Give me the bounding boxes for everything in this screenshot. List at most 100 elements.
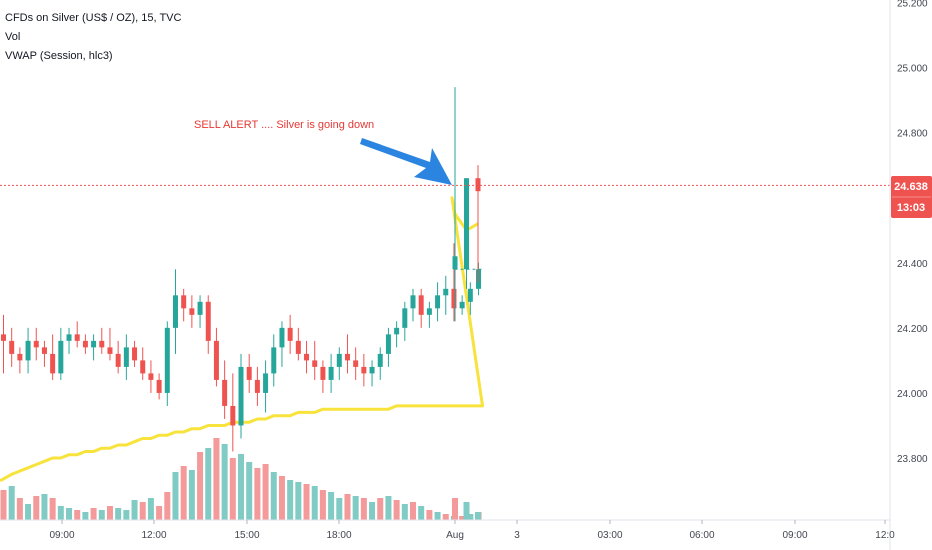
candle-body xyxy=(222,379,228,406)
candle-body xyxy=(123,347,129,367)
candle xyxy=(467,282,473,315)
time-axis-tick: 09:00 xyxy=(782,530,807,541)
candle-body xyxy=(410,295,416,309)
candle xyxy=(9,327,15,367)
candle-body xyxy=(435,295,441,309)
candle-body xyxy=(1,334,6,341)
candle xyxy=(172,269,178,354)
candle xyxy=(246,353,252,393)
candle-body xyxy=(451,288,457,309)
candle xyxy=(66,327,72,354)
volume-bar xyxy=(418,506,425,520)
legend-symbol: CFDs on Silver (US$ / OZ), 15, TVC xyxy=(5,12,182,24)
volume-bar xyxy=(16,498,23,520)
candle xyxy=(312,340,318,380)
candle xyxy=(443,275,449,315)
candle xyxy=(475,165,481,283)
volume-bar xyxy=(123,510,130,520)
candle xyxy=(254,366,260,406)
candle xyxy=(328,353,334,393)
candle xyxy=(435,282,441,322)
candle-layer xyxy=(1,87,482,452)
candle xyxy=(464,178,469,289)
volume-bar xyxy=(238,454,245,520)
candle-body xyxy=(25,340,31,361)
candle xyxy=(107,327,113,361)
last-price-value: 24.638 xyxy=(894,181,928,193)
volume-bar xyxy=(98,510,105,520)
volume-bar xyxy=(197,452,204,520)
candle xyxy=(222,360,228,419)
candle-body xyxy=(475,178,481,192)
candle-body xyxy=(66,334,72,341)
volume-bar xyxy=(393,500,400,520)
candle xyxy=(41,340,47,367)
candle xyxy=(181,288,187,322)
candle-body xyxy=(140,360,146,374)
candle xyxy=(426,301,432,328)
candle-body xyxy=(172,295,178,328)
time-axis-tick: 3 xyxy=(514,530,520,541)
plot-area[interactable] xyxy=(0,0,890,520)
candle xyxy=(189,295,195,328)
volume-bar xyxy=(336,498,343,520)
candle xyxy=(353,347,359,380)
volume-bar xyxy=(172,472,179,520)
vwap-layer xyxy=(0,196,484,483)
candle-body xyxy=(377,353,383,367)
legend-vwap: VWAP (Session, hlc3) xyxy=(5,50,113,62)
candle-body xyxy=(230,405,236,426)
sell-alert-annotation: SELL ALERT .... Silver is going down xyxy=(194,119,374,131)
price-axis[interactable] xyxy=(891,0,932,550)
candle xyxy=(361,353,367,387)
candle-body xyxy=(213,340,219,380)
candle-body xyxy=(115,353,121,367)
volume-bar xyxy=(311,486,318,520)
candle xyxy=(263,360,269,413)
candle xyxy=(82,334,88,354)
candle-body xyxy=(181,295,187,309)
volume-bar xyxy=(442,514,449,520)
price-axis-tick: 24.400 xyxy=(897,259,928,270)
volume-bar xyxy=(360,498,367,520)
volume-bar xyxy=(57,506,64,520)
volume-bar xyxy=(90,508,97,520)
candle-body xyxy=(320,366,326,380)
candle-body xyxy=(197,301,203,315)
candle xyxy=(1,314,6,374)
candle xyxy=(230,373,236,452)
candle xyxy=(164,321,170,406)
candle-body xyxy=(476,269,482,289)
volume-bar xyxy=(467,514,474,520)
volume-bar xyxy=(410,502,416,520)
sell-alert-arrow-icon xyxy=(360,138,452,185)
price-axis-tick: 24.200 xyxy=(897,324,928,335)
volume-bar xyxy=(213,438,220,520)
volume-bar xyxy=(147,498,154,520)
time-axis-labels[interactable]: 09:00 12:00 15:00 18:00 Aug 3 03:00 06:00 09:00 1… xyxy=(49,520,895,541)
candle-body xyxy=(443,288,449,296)
volume-bar xyxy=(156,506,163,520)
volume-bar xyxy=(25,504,32,520)
candle xyxy=(295,327,301,361)
candle-body xyxy=(107,347,113,354)
legend-volume: Vol xyxy=(5,31,20,43)
candle-body xyxy=(426,308,432,315)
candle-body xyxy=(189,308,195,315)
candle-body xyxy=(402,308,408,328)
volume-bar xyxy=(221,444,228,520)
time-axis-tick: 12:0 xyxy=(875,530,895,541)
candle xyxy=(287,314,293,354)
volume-bar xyxy=(262,464,269,520)
volume-bar xyxy=(319,490,326,520)
volume-bar xyxy=(188,470,195,520)
candle xyxy=(418,288,424,328)
volume-bar xyxy=(205,448,212,520)
volume-bar xyxy=(475,512,481,520)
volume-bar xyxy=(229,458,236,520)
candle-body xyxy=(279,327,285,348)
candle xyxy=(213,327,219,387)
candle-body xyxy=(467,288,473,302)
candle-body xyxy=(91,340,97,348)
